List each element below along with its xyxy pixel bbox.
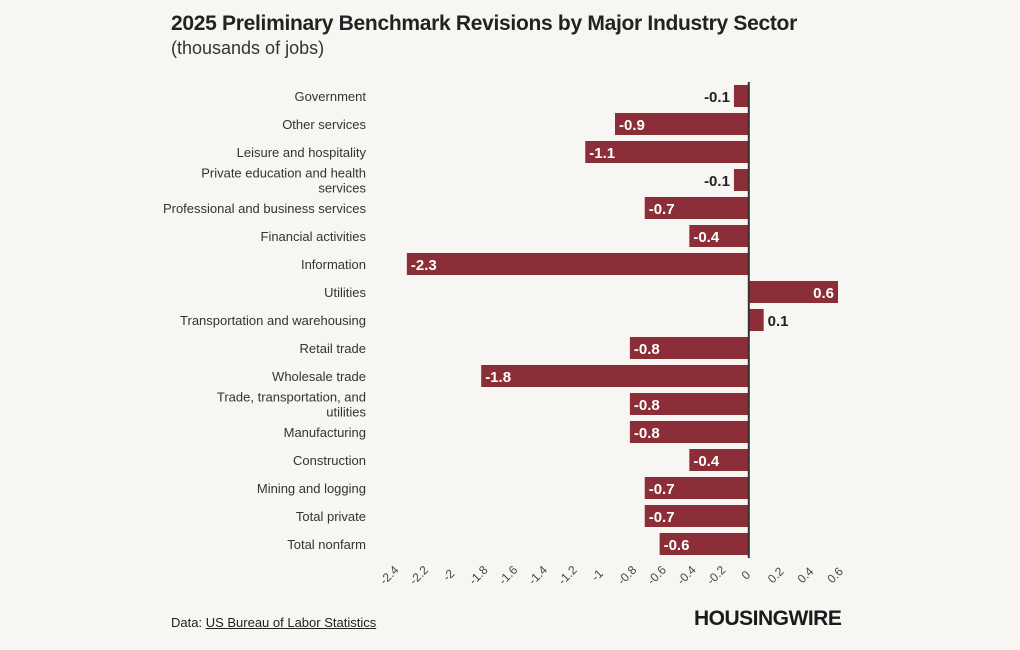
x-tick-label: -1.6	[496, 563, 521, 588]
bar	[689, 225, 749, 247]
bar	[659, 533, 749, 555]
category-label: Transportation and warehousing	[180, 313, 366, 328]
bar	[629, 337, 749, 359]
source-link[interactable]: US Bureau of Labor Statistics	[205, 615, 377, 630]
category-label: Private education and health services	[201, 166, 366, 196]
x-tick-label: -0.2	[704, 563, 729, 588]
data-label: 0.1	[768, 313, 789, 330]
data-label: -1.1	[589, 145, 615, 162]
data-label: -0.1	[704, 89, 730, 106]
bar	[629, 421, 749, 443]
data-label: -0.8	[634, 341, 660, 358]
chart-subtitle: (thousands of jobs)	[171, 38, 325, 58]
bar	[644, 477, 749, 499]
bar	[748, 309, 764, 331]
x-tick-label: -1.2	[555, 563, 580, 588]
bar	[644, 505, 749, 527]
category-label: Utilities	[324, 285, 366, 300]
data-label: -0.4	[693, 229, 720, 246]
x-tick-label: 0	[739, 568, 754, 583]
category-label: Retail trade	[300, 341, 366, 356]
category-label: Wholesale trade	[272, 369, 366, 384]
bar	[481, 365, 749, 387]
x-tick-label: 0.6	[824, 564, 846, 586]
data-label: -0.7	[649, 201, 675, 218]
bar	[585, 141, 749, 163]
data-label: -0.7	[649, 509, 675, 526]
x-tick-label: 0.2	[765, 564, 787, 586]
data-label: -1.8	[485, 369, 511, 386]
category-label: Financial activities	[261, 229, 367, 244]
category-label: Trade, transportation, and utilities	[217, 390, 367, 420]
x-tick-label: -0.8	[615, 563, 640, 588]
x-tick-label: -1.8	[466, 563, 491, 588]
category-label: Government	[294, 89, 366, 104]
bar	[644, 197, 749, 219]
data-label: -0.6	[664, 537, 690, 554]
housingwire-logo: HOUSINGWIRE	[694, 607, 842, 630]
x-tick-label: 0.4	[795, 564, 817, 586]
x-tick-label: -2.2	[407, 563, 432, 588]
data-label: -0.9	[619, 117, 645, 134]
data-label: -0.8	[634, 425, 660, 442]
data-label: 0.6	[813, 285, 834, 302]
category-label: Manufacturing	[284, 425, 366, 440]
category-label: Total nonfarm	[287, 537, 366, 552]
chart-title: 2025 Preliminary Benchmark Revisions by …	[171, 12, 797, 35]
x-tick-label: -0.4	[674, 563, 699, 588]
data-label: -0.8	[634, 397, 660, 414]
x-tick-label: -1.4	[526, 563, 551, 588]
bar	[733, 85, 749, 107]
category-label: Leisure and hospitality	[237, 145, 367, 160]
x-tick-label: -2	[440, 566, 458, 584]
data-label: -2.3	[411, 257, 437, 274]
bar	[615, 113, 749, 135]
category-label: Professional and business services	[163, 201, 367, 216]
bar	[689, 449, 749, 471]
category-label: Other services	[282, 117, 366, 132]
bar	[629, 393, 749, 415]
source-prefix: Data:	[171, 615, 206, 630]
data-label: -0.1	[704, 173, 730, 190]
bar	[406, 253, 749, 275]
data-label: -0.7	[649, 481, 675, 498]
x-tick-label: -1	[589, 566, 607, 584]
bar	[748, 281, 838, 303]
category-label: Information	[301, 257, 366, 272]
data-label: -0.4	[693, 453, 720, 470]
bar-chart: Government -0.1 Other services -0.9 Leisure …	[163, 82, 846, 588]
bar	[733, 169, 749, 191]
x-tick-label: -2.4	[377, 563, 402, 588]
category-label: Total private	[296, 509, 366, 524]
x-tick-label: -0.6	[645, 563, 670, 588]
category-label: Construction	[293, 453, 366, 468]
source-note: Data: US Bureau of Labor Statistics	[171, 615, 376, 630]
category-label: Mining and logging	[257, 481, 366, 496]
